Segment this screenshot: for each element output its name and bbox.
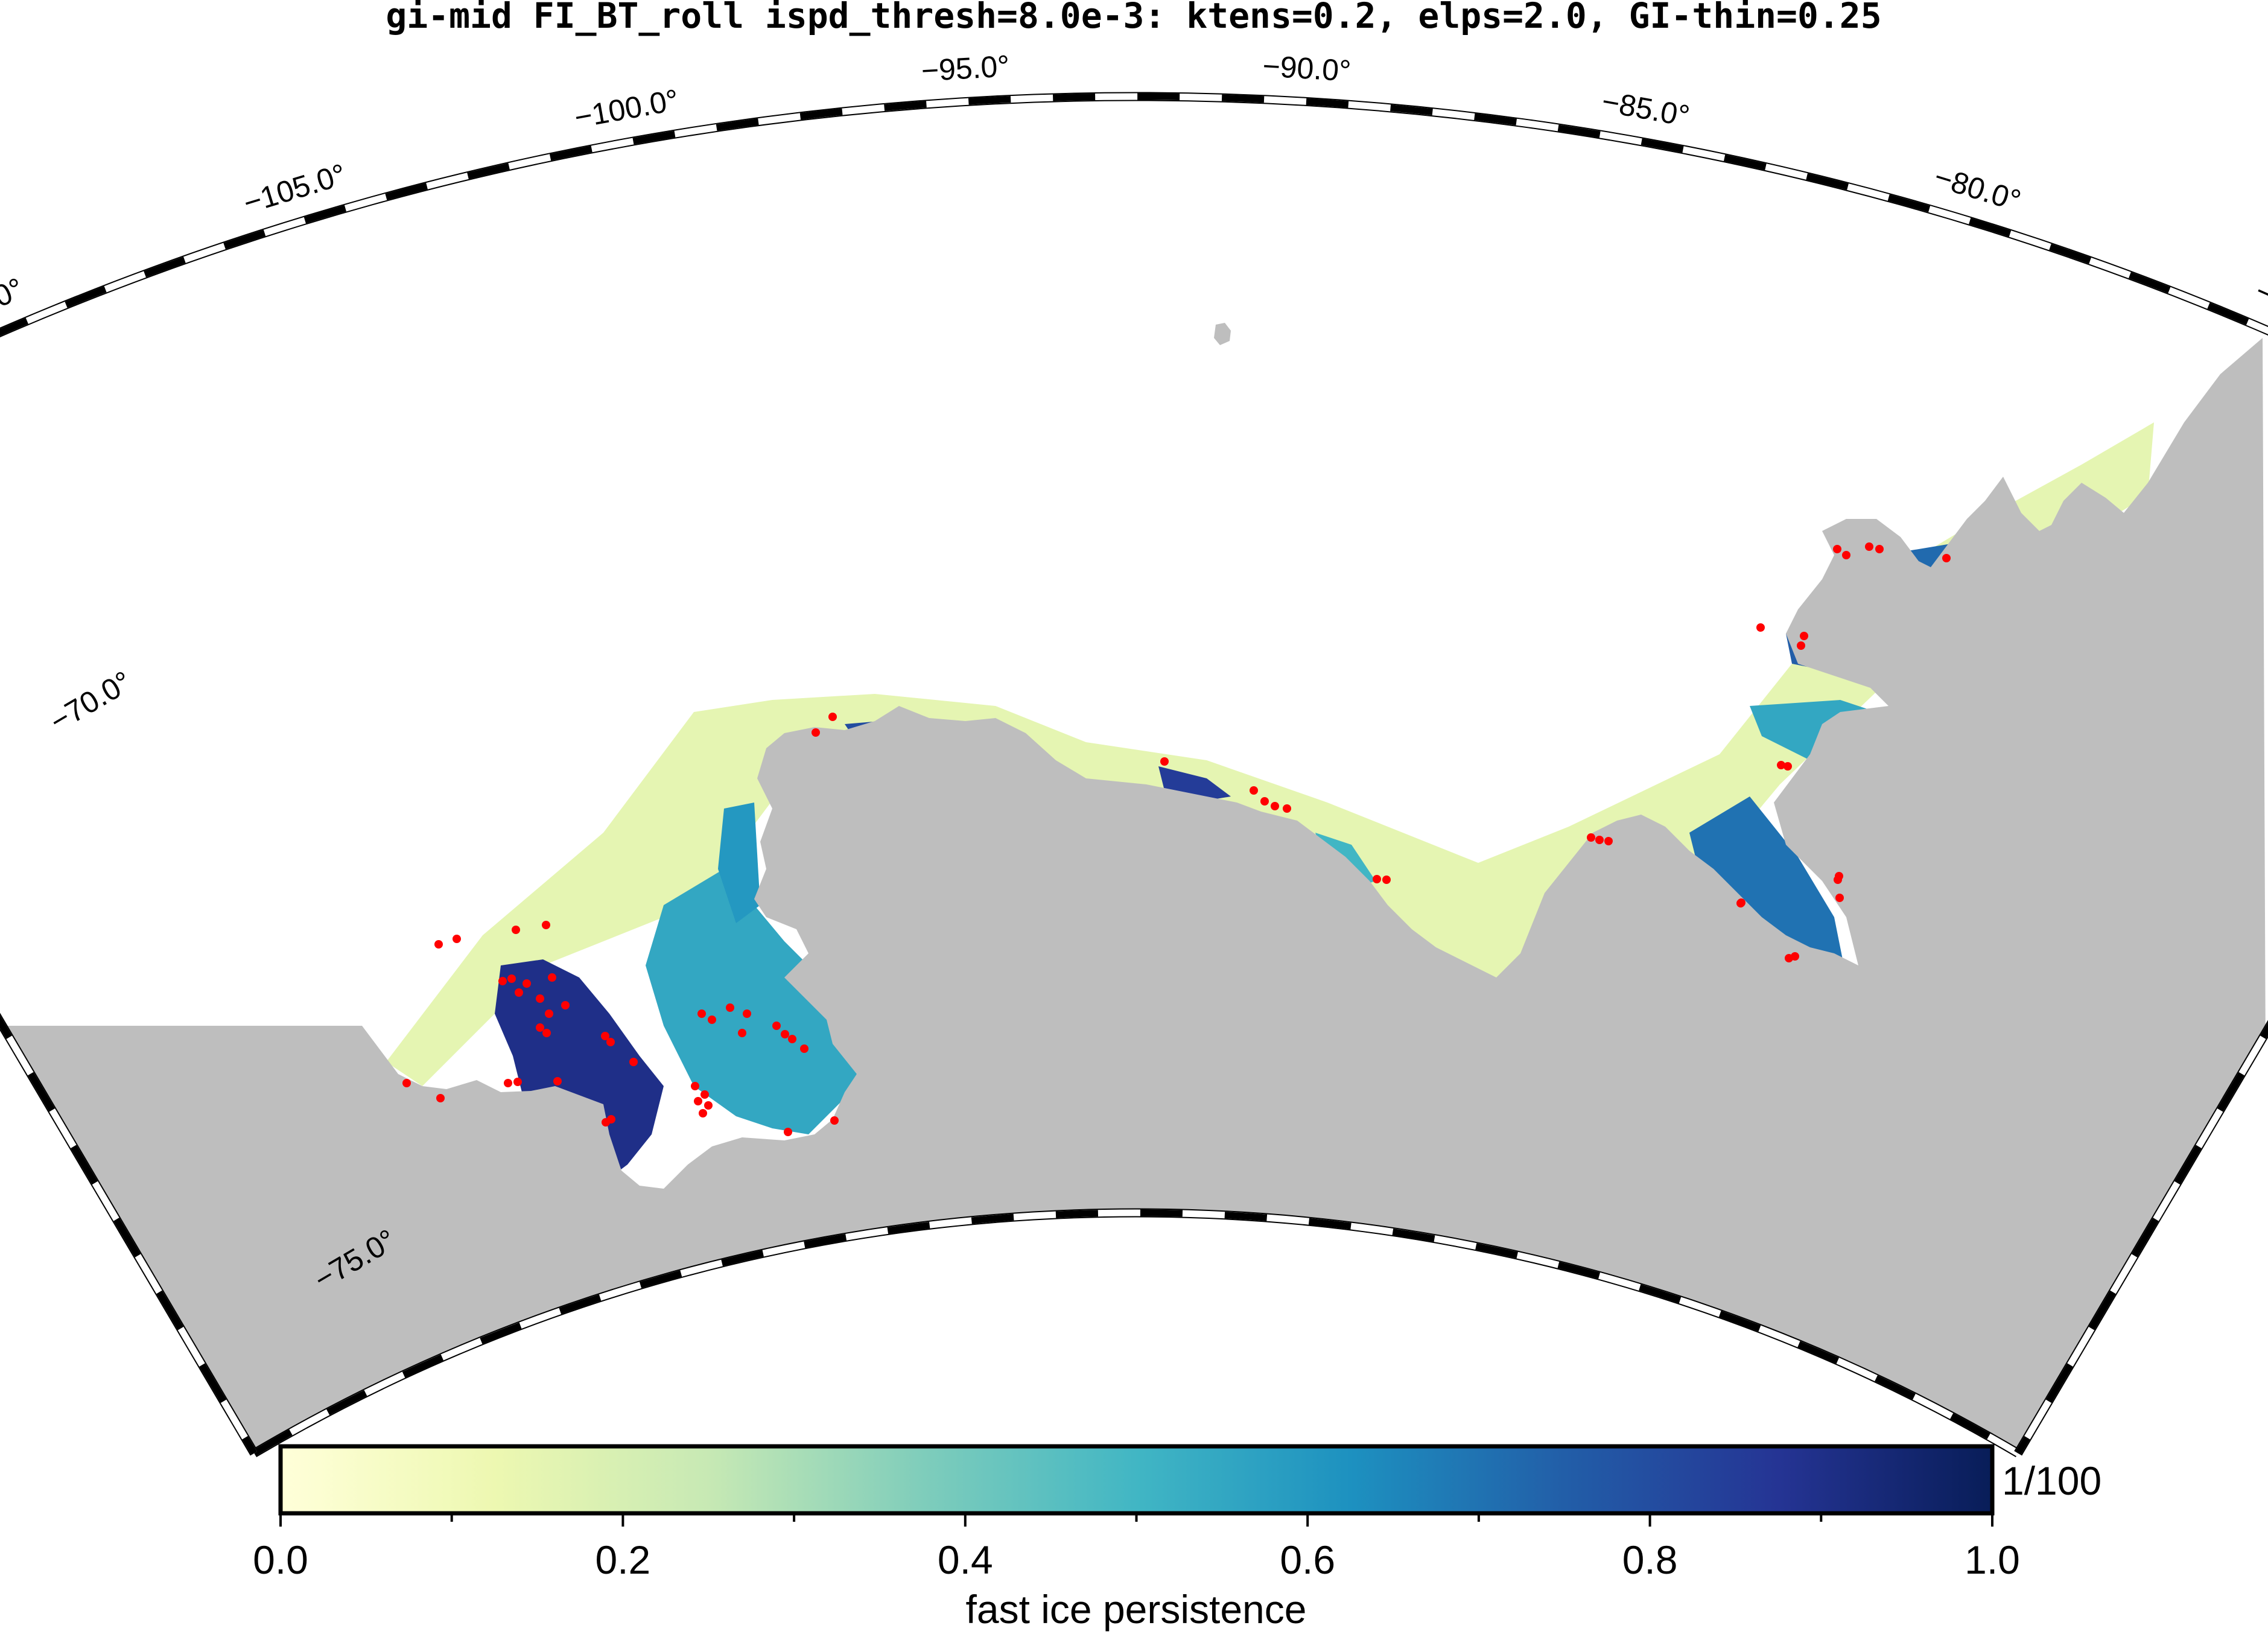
colorbar-tick-label: 0.2 bbox=[596, 1537, 651, 1582]
grounded-iceberg-marker bbox=[602, 1118, 610, 1127]
fast-ice-patch bbox=[495, 959, 664, 1183]
latitude-label: −70.0° bbox=[44, 664, 138, 739]
colorbar: 0.0 0.2 0.4 0.6 0.8 1.0 1/100 fast ice persis… bbox=[253, 1444, 2101, 1632]
grounded-iceberg-marker bbox=[743, 1009, 751, 1018]
grounded-iceberg-marker bbox=[788, 1035, 796, 1043]
grounded-iceberg-marker bbox=[545, 1009, 553, 1018]
grounded-iceberg-marker bbox=[434, 940, 443, 949]
grounded-iceberg-marker bbox=[553, 1077, 562, 1086]
grounded-iceberg-marker bbox=[515, 988, 523, 997]
grounded-iceberg-marker bbox=[513, 1078, 522, 1086]
grounded-iceberg-marker bbox=[601, 1032, 609, 1040]
antarctic-land bbox=[0, 338, 2268, 1454]
grounded-iceberg-markers bbox=[402, 542, 1951, 1136]
map-title: gi-mid FI_BT_roll ispd_thresh=8.0e-3: kt… bbox=[386, 0, 1881, 36]
grounded-iceberg-marker bbox=[1834, 876, 1842, 884]
grounded-iceberg-marker bbox=[1835, 894, 1844, 902]
grounded-iceberg-marker bbox=[830, 1116, 839, 1125]
grounded-iceberg-marker bbox=[704, 1101, 713, 1110]
longitude-label: −95.0° bbox=[920, 49, 1011, 88]
grounded-iceberg-marker bbox=[1382, 876, 1391, 884]
fast-ice-patch bbox=[718, 803, 760, 923]
grounded-iceberg-marker bbox=[453, 935, 461, 943]
grounded-iceberg-marker bbox=[606, 1038, 615, 1046]
grounded-iceberg-marker bbox=[1777, 761, 1785, 769]
grounded-iceberg-marker bbox=[1283, 804, 1291, 813]
frame-edge-dash bbox=[2015, 1022, 2268, 1455]
grounded-iceberg-marker bbox=[784, 1128, 792, 1136]
grounded-iceberg-marker bbox=[1833, 545, 1841, 553]
colorbar-tick-label: 0.6 bbox=[1280, 1537, 1335, 1582]
grounded-iceberg-marker bbox=[561, 1001, 570, 1009]
colorbar-unit-label: 1/100 bbox=[2002, 1458, 2101, 1503]
land-island bbox=[1214, 323, 1231, 345]
grounded-iceberg-marker bbox=[548, 973, 556, 982]
grounded-iceberg-marker bbox=[1250, 786, 1258, 795]
grounded-iceberg-marker bbox=[1271, 802, 1279, 810]
grounded-iceberg-marker bbox=[1875, 545, 1884, 553]
grounded-iceberg-marker bbox=[800, 1044, 808, 1053]
grounded-iceberg-marker bbox=[1587, 833, 1595, 842]
grounded-iceberg-marker bbox=[498, 977, 507, 985]
grounded-iceberg-marker bbox=[700, 1090, 709, 1099]
grounded-iceberg-marker bbox=[828, 713, 837, 721]
longitude-label: −85.0° bbox=[1599, 84, 1692, 133]
grounded-iceberg-marker bbox=[726, 1003, 734, 1012]
grounded-iceberg-marker bbox=[708, 1016, 716, 1024]
grounded-iceberg-marker bbox=[542, 921, 550, 929]
colorbar-tick-label: 1.0 bbox=[1965, 1537, 2020, 1582]
grounded-iceberg-marker bbox=[691, 1082, 699, 1090]
colorbar-ramp bbox=[278, 1444, 1995, 1516]
longitude-label: −90.0° bbox=[1262, 49, 1352, 88]
frame-edge-dash bbox=[0, 1015, 258, 1455]
grounded-iceberg-marker bbox=[1865, 542, 1873, 551]
frame-edge bbox=[0, 92, 2268, 338]
grounded-iceberg-marker bbox=[781, 1030, 789, 1038]
frame-edge-dash bbox=[0, 93, 2268, 337]
grounded-iceberg-marker bbox=[1160, 757, 1169, 766]
frame-edge-dash bbox=[252, 1209, 2020, 1457]
grounded-iceberg-marker bbox=[542, 1029, 551, 1037]
grounded-iceberg-marker bbox=[504, 1079, 512, 1087]
grounded-iceberg-marker bbox=[1736, 899, 1745, 908]
map-frame bbox=[0, 92, 2268, 1457]
grounded-iceberg-marker bbox=[1373, 875, 1381, 883]
longitude-label: −100.0° bbox=[572, 83, 681, 135]
grounded-iceberg-marker bbox=[738, 1029, 746, 1037]
grounded-iceberg-marker bbox=[536, 1023, 544, 1032]
longitude-labels: −115.0°−110.0°−105.0°−100.0°−95.0°−90.0°… bbox=[0, 49, 2268, 343]
grounded-iceberg-marker bbox=[1797, 641, 1805, 650]
colorbar-ticks: 0.0 0.2 0.4 0.6 0.8 1.0 bbox=[253, 1513, 2020, 1582]
grounded-iceberg-marker bbox=[1800, 632, 1808, 640]
grounded-iceberg-marker bbox=[812, 728, 820, 737]
grounded-iceberg-marker bbox=[629, 1058, 638, 1066]
colorbar-tick-label: 0.0 bbox=[253, 1537, 308, 1582]
grounded-iceberg-marker bbox=[1604, 837, 1613, 845]
fast-ice-patch bbox=[646, 869, 857, 1134]
grounded-iceberg-marker bbox=[1260, 797, 1269, 806]
grounded-iceberg-marker bbox=[1595, 836, 1604, 844]
grounded-iceberg-marker bbox=[402, 1079, 411, 1087]
colorbar-title: fast ice persistence bbox=[966, 1587, 1307, 1632]
grounded-iceberg-marker bbox=[507, 974, 516, 983]
colorbar-tick-label: 0.4 bbox=[938, 1537, 993, 1582]
grounded-iceberg-marker bbox=[512, 926, 520, 934]
grounded-iceberg-marker bbox=[699, 1109, 707, 1117]
map-plot-area bbox=[0, 323, 2268, 1454]
grounded-iceberg-marker bbox=[697, 1009, 706, 1018]
frame-edge-fill bbox=[0, 93, 2268, 337]
grounded-iceberg-marker bbox=[1756, 623, 1765, 632]
grounded-iceberg-marker bbox=[1942, 554, 1951, 562]
grounded-iceberg-marker bbox=[694, 1097, 702, 1105]
grounded-iceberg-marker bbox=[772, 1022, 781, 1030]
grounded-iceberg-marker bbox=[536, 994, 544, 1003]
grounded-iceberg-marker bbox=[1784, 762, 1792, 771]
fast-ice-patch bbox=[1689, 796, 1846, 990]
grounded-iceberg-marker bbox=[1791, 952, 1799, 961]
grounded-iceberg-marker bbox=[523, 979, 531, 988]
grounded-iceberg-marker bbox=[436, 1094, 445, 1102]
grounded-iceberg-marker bbox=[1842, 551, 1850, 559]
colorbar-tick-label: 0.8 bbox=[1622, 1537, 1678, 1582]
